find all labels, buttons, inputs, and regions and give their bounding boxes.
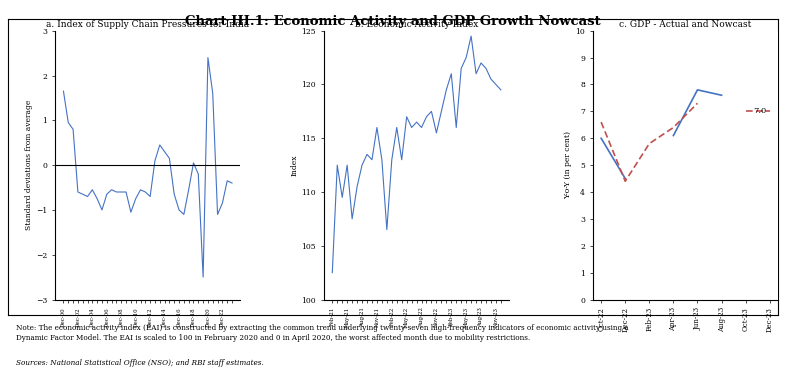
- Y-axis label: Y-o-Y (in per cent): Y-o-Y (in per cent): [564, 131, 572, 199]
- Text: Chart III.1: Economic Activity and GDP Growth Nowcast: Chart III.1: Economic Activity and GDP G…: [185, 15, 601, 28]
- Text: Note: The economic activity index (EAI) is constructed by extracting the common : Note: The economic activity index (EAI) …: [16, 324, 628, 342]
- Line: GDP - Actual: GDP - Actual: [601, 138, 625, 179]
- Line: GDP - Nowcast: GDP - Nowcast: [601, 103, 697, 181]
- GDP - Actual: [597, 136, 606, 141]
- GDP - Nowcast: [620, 179, 630, 184]
- GDP - Nowcast: [669, 125, 678, 130]
- Title: c. GDP - Actual and Nowcast: c. GDP - Actual and Nowcast: [619, 20, 751, 28]
- GDP - Actual: [620, 176, 630, 181]
- Text: Sources: National Statistical Office (NSO); and RBI staff estimates.: Sources: National Statistical Office (NS…: [16, 359, 263, 367]
- Y-axis label: Standard deviations from average: Standard deviations from average: [25, 100, 33, 230]
- GDP - Nowcast: [597, 120, 606, 124]
- Title: b. Economic Activity Index: b. Economic Activity Index: [355, 20, 478, 28]
- Y-axis label: Index: Index: [291, 154, 299, 176]
- Title: a. Index of Supply Chain Pressures for India: a. Index of Supply Chain Pressures for I…: [46, 20, 249, 28]
- GDP - Nowcast: [645, 141, 654, 146]
- GDP - Nowcast: [692, 101, 702, 106]
- Text: 7.0: 7.0: [753, 108, 766, 115]
